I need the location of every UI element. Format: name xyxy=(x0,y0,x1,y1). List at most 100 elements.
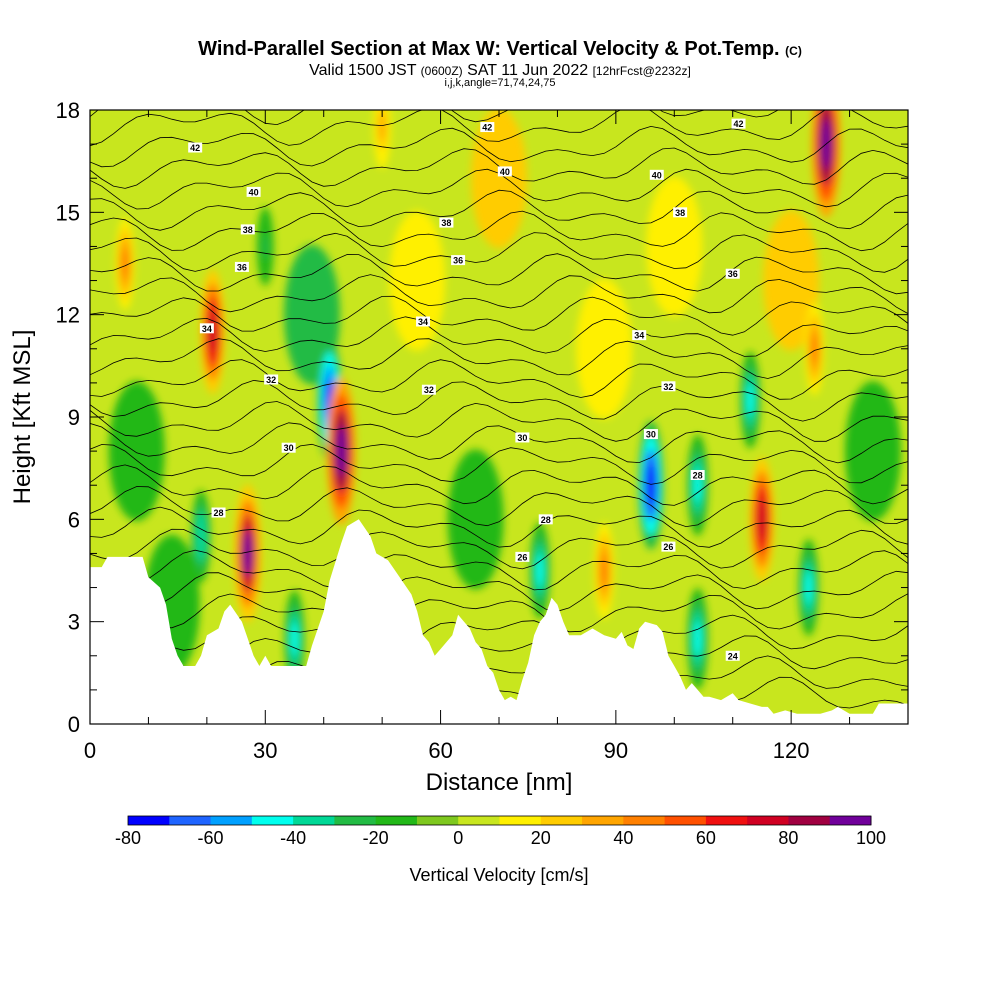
x-tick-label: 90 xyxy=(604,738,628,763)
theta-label: 28 xyxy=(541,515,551,525)
theta-label: 34 xyxy=(634,331,644,341)
plot-area: 42 42 42 40 40 40 38 38 38 36 36 36 34 34 34 32 32 32 30 30… xyxy=(90,110,908,724)
theta-contour-line xyxy=(90,147,908,189)
theta-contour-line xyxy=(90,316,908,357)
theta-label-box xyxy=(725,268,740,279)
updraft-core xyxy=(600,554,608,587)
colorbar-swatch xyxy=(664,816,707,825)
theta-label: 32 xyxy=(266,375,276,385)
valid-time-utc: (0600Z) xyxy=(420,64,463,78)
colorbar-swatch xyxy=(128,816,170,825)
x-tick-label: 60 xyxy=(428,738,452,763)
theta-label-box xyxy=(661,541,676,552)
colorbar-swatch xyxy=(499,816,542,825)
colorbar-tick-label: 20 xyxy=(531,828,551,848)
y-tick-label: 9 xyxy=(68,405,80,430)
downdraft-core xyxy=(291,622,298,656)
velocity-patch xyxy=(646,176,703,317)
colorbar-tick-label: 80 xyxy=(778,828,798,848)
x-tick-label: 0 xyxy=(84,738,96,763)
theta-labels: 42 42 42 40 40 40 38 38 38 36 36 36 34 34 34 32 32 32 30 30… xyxy=(188,118,746,661)
theta-label-box xyxy=(416,316,431,327)
theta-label: 36 xyxy=(237,262,247,272)
theta-label-box xyxy=(199,323,214,334)
theta-label-box xyxy=(515,432,530,443)
theta-label: 30 xyxy=(646,430,656,440)
theta-contour-line xyxy=(90,443,908,485)
theta-contour-line xyxy=(90,125,908,168)
y-tick-label: 12 xyxy=(56,303,80,328)
downdraft-core xyxy=(805,571,813,605)
colorbar-tick-label: -80 xyxy=(115,828,141,848)
valid-time-line: Valid 1500 JST (0600Z) SAT 11 Jun 2022 [… xyxy=(0,62,1000,80)
theta-label-box xyxy=(661,381,676,392)
valid-time-prefix: Valid 1500 JST xyxy=(309,62,417,79)
colorbar-swatch xyxy=(788,816,831,825)
colorbar-tick-label: -60 xyxy=(198,828,224,848)
y-axis-label: Height [Kft MSL] xyxy=(9,330,36,505)
y-tick-label: 6 xyxy=(68,507,80,532)
theta-label: 32 xyxy=(424,385,434,395)
colorbar-swatch xyxy=(210,816,253,825)
theta-label-box xyxy=(451,255,466,266)
velocity-patch xyxy=(447,449,504,590)
theta-contour-line xyxy=(90,401,908,442)
y-tick-label: 3 xyxy=(68,610,80,635)
colorbar-swatch xyxy=(416,816,459,825)
colorbar-swatch xyxy=(623,816,666,825)
colorbar-swatch xyxy=(705,816,748,825)
theta-contour-line xyxy=(90,464,908,506)
theta-contour-line xyxy=(90,549,908,591)
x-tick-label: 120 xyxy=(773,738,810,763)
theta-contour-line xyxy=(90,232,908,273)
velocity-patch xyxy=(389,210,446,351)
y-tick-label: 0 xyxy=(68,712,80,737)
theta-label: 34 xyxy=(202,324,212,334)
colorbar-tick-label: -40 xyxy=(280,828,306,848)
velocity-patch xyxy=(844,381,901,522)
colorbar-swatch xyxy=(582,816,624,825)
velocity-patch xyxy=(576,278,633,419)
velocity-patch xyxy=(471,110,527,249)
downdraft-core xyxy=(746,383,754,417)
chart-title: Wind-Parallel Section at Max W: Vertical… xyxy=(0,38,1000,61)
updraft-core xyxy=(243,530,253,577)
theta-contour-line xyxy=(90,570,908,612)
y-tick-label: 18 xyxy=(56,98,80,123)
theta-contour-line xyxy=(90,379,908,422)
theta-label-box xyxy=(188,142,203,153)
theta-label: 36 xyxy=(728,269,738,279)
theta-label: 34 xyxy=(418,317,428,327)
theta-contour-line xyxy=(90,274,908,314)
downdraft-core xyxy=(197,520,205,553)
theta-label: 40 xyxy=(500,167,510,177)
theta-contours xyxy=(90,110,908,718)
colorbar-tick-label: 40 xyxy=(613,828,633,848)
theta-contour-line xyxy=(90,486,908,528)
theta-label: 36 xyxy=(453,256,463,266)
theta-label-box xyxy=(643,429,658,440)
theta-contour-line xyxy=(90,506,908,548)
updraft-core xyxy=(336,426,347,477)
velocity-patch xyxy=(763,210,820,351)
theta-label-box xyxy=(240,224,255,235)
theta-label-box xyxy=(725,650,740,661)
theta-contour-line xyxy=(90,338,908,379)
chart-title-unit: (C) xyxy=(785,44,802,58)
theta-label: 38 xyxy=(675,208,685,218)
colorbar-swatch xyxy=(747,816,789,825)
colorbar-swatch xyxy=(251,816,294,825)
downdraft-core xyxy=(646,463,656,508)
theta-label-box xyxy=(480,122,495,133)
theta-label-box xyxy=(234,261,249,272)
downdraft-core xyxy=(262,233,269,260)
y-tick-label: 15 xyxy=(56,200,80,225)
theta-label-box xyxy=(632,330,647,341)
x-axis-label: Distance [nm] xyxy=(426,769,573,796)
downdraft-core xyxy=(536,554,544,587)
theta-contour-line xyxy=(90,295,908,336)
theta-label-box xyxy=(538,514,553,525)
downdraft-core xyxy=(694,621,702,656)
theta-label: 30 xyxy=(284,443,294,453)
